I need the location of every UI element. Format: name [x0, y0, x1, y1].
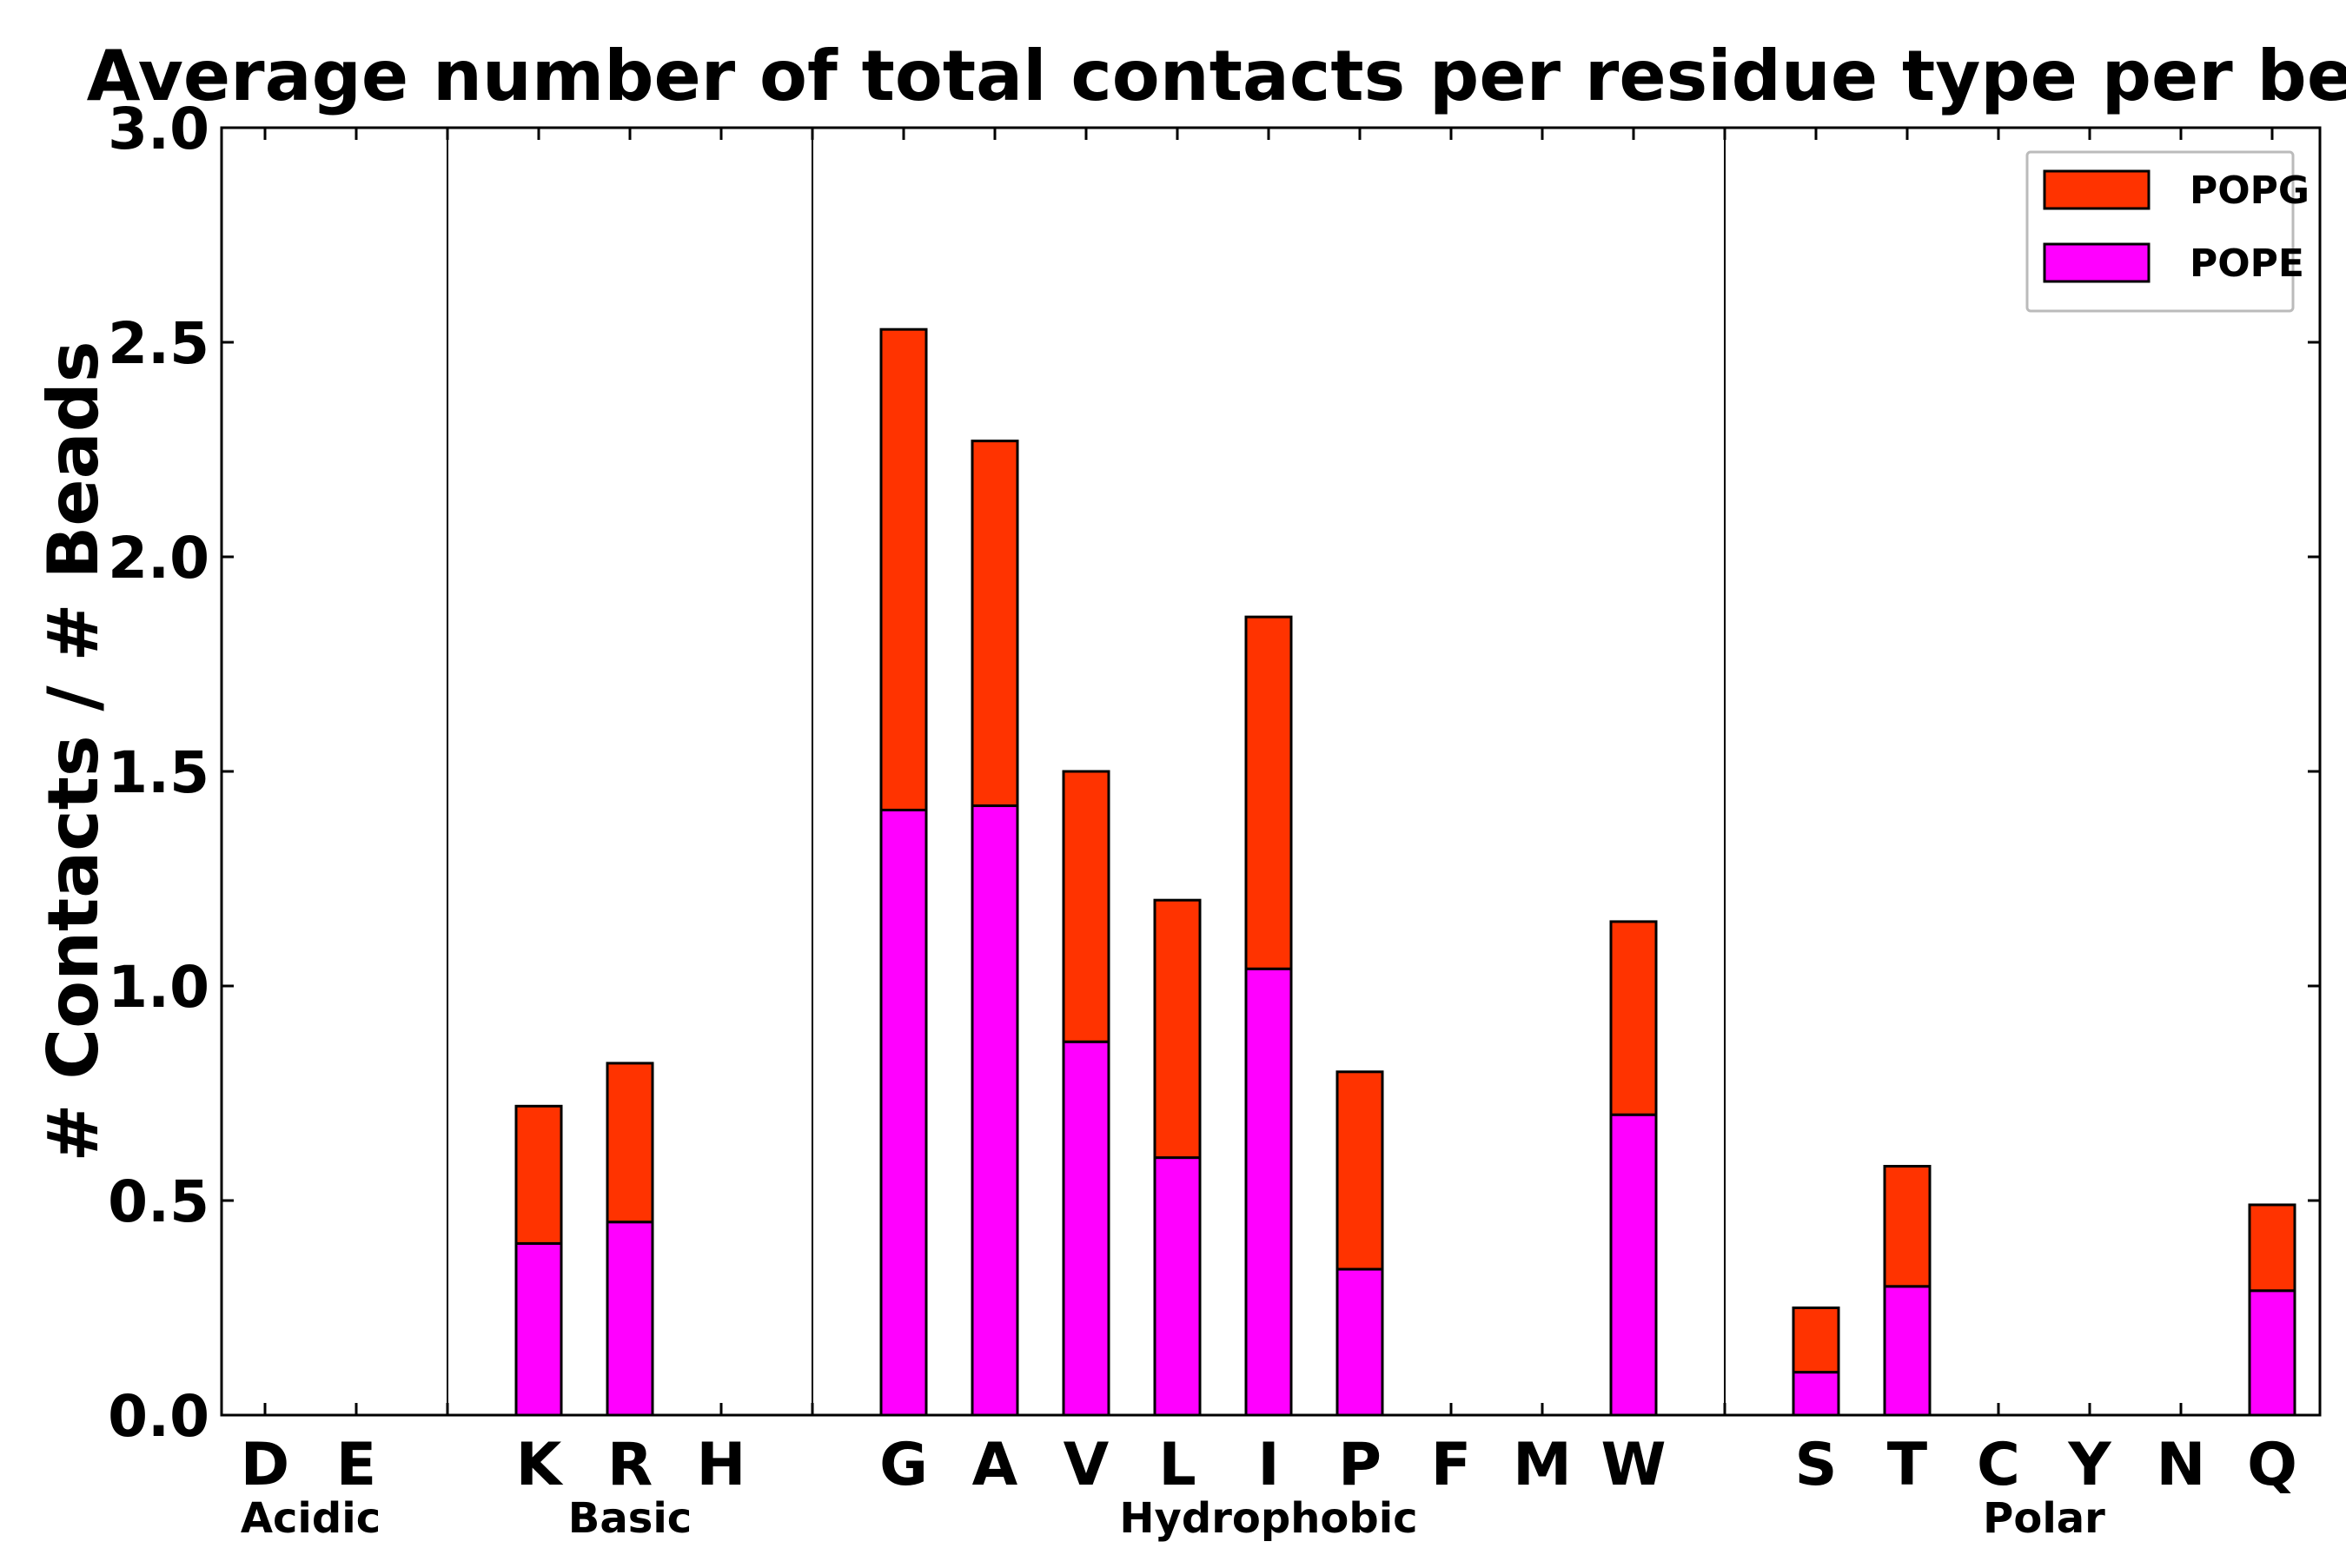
x-tick-label: F — [1431, 1431, 1471, 1499]
y-tick-label: 2.5 — [108, 310, 209, 377]
bar-segment-popg — [879, 327, 928, 811]
bar-segment-popg — [1792, 1307, 1840, 1374]
bar-segment-popg — [1883, 1164, 1932, 1288]
x-tick-label: V — [1064, 1431, 1110, 1499]
group-labels: Acidic Basic Hydrophobic Polar — [241, 1494, 2105, 1543]
bar-segment-pope — [1244, 967, 1293, 1417]
x-tick-label: C — [1977, 1431, 2020, 1499]
bar-segment-pope — [1609, 1113, 1658, 1417]
bar-segment-popg — [2248, 1203, 2296, 1293]
bar-segment-popg — [1609, 920, 1658, 1116]
bar-segment-pope — [1792, 1371, 1840, 1417]
x-tick-label: T — [1887, 1431, 1928, 1499]
x-tick-label: A — [972, 1431, 1018, 1499]
x-tick-label: K — [516, 1431, 564, 1499]
bars — [514, 327, 2296, 1417]
y-axis: 0.0 0.5 1.0 1.5 2.0 2.5 3.0 — [108, 96, 2320, 1450]
y-tick-label: 2.0 — [108, 525, 209, 592]
legend-label-pope: POPE — [2190, 241, 2304, 286]
bar-segment-popg — [1062, 770, 1110, 1043]
chart-title: Average number of total contacts per res… — [87, 36, 2346, 116]
x-tick-label: M — [1513, 1431, 1572, 1499]
legend-label-popg: POPG — [2190, 169, 2310, 213]
y-tick-label: 1.0 — [108, 954, 209, 1021]
x-tick-label: D — [241, 1431, 289, 1499]
bar-segment-pope — [1335, 1267, 1384, 1417]
bar-segment-pope — [606, 1221, 654, 1417]
legend: POPG POPE — [2025, 150, 2310, 313]
bar-segment-popg — [1153, 898, 1202, 1160]
x-tick-label: N — [2157, 1431, 2206, 1499]
x-tick-label: L — [1158, 1431, 1196, 1499]
y-tick-label: 1.5 — [108, 739, 209, 806]
x-tick-label: W — [1600, 1431, 1666, 1499]
bar-segment-pope — [2248, 1289, 2296, 1417]
x-tick-label: H — [697, 1431, 746, 1499]
bar-segment-popg — [1335, 1070, 1384, 1271]
group-label: Polar — [1983, 1494, 2105, 1543]
x-tick-label: G — [879, 1431, 928, 1499]
x-tick-label: R — [607, 1431, 653, 1499]
x-tick-label: E — [336, 1431, 376, 1499]
bar-segment-pope — [1153, 1156, 1202, 1417]
x-tick-label: P — [1338, 1431, 1382, 1499]
bar-segment-popg — [514, 1104, 563, 1245]
bar-segment-pope — [1062, 1040, 1110, 1417]
bar-segment-pope — [1883, 1285, 1932, 1417]
bar-segment-popg — [606, 1062, 654, 1224]
legend-swatch-popg — [2043, 169, 2150, 210]
y-tick-label: 0.0 — [108, 1383, 209, 1450]
x-tick-label: I — [1257, 1431, 1279, 1499]
y-tick-label: 0.5 — [108, 1168, 209, 1235]
group-label: Basic — [568, 1494, 692, 1543]
group-label: Acidic — [241, 1494, 381, 1543]
group-separators — [447, 128, 1726, 1415]
x-tick-label: Y — [2067, 1431, 2111, 1499]
y-axis-label: # Contacts / # Beads — [33, 341, 114, 1162]
bar-segment-pope — [879, 808, 928, 1417]
x-tick-label: Q — [2247, 1431, 2297, 1499]
bar-segment-popg — [971, 440, 1019, 808]
x-tick-label: S — [1795, 1431, 1838, 1499]
y-tick-label: 3.0 — [108, 96, 209, 162]
bar-segment-popg — [1244, 615, 1293, 970]
bar-segment-pope — [971, 804, 1019, 1417]
group-label: Hydrophobic — [1119, 1494, 1417, 1543]
bar-segment-pope — [514, 1241, 563, 1417]
legend-swatch-pope — [2043, 242, 2150, 283]
